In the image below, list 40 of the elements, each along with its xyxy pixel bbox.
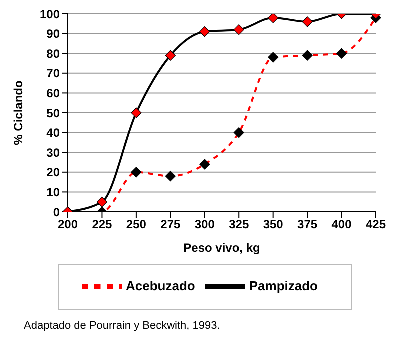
text: Adaptado de Pourrain y Beckwith, 1993. — [24, 320, 220, 332]
y-axis-title: % Ciclando — [11, 80, 26, 146]
x-tick-label: 375 — [298, 218, 318, 232]
point — [336, 48, 348, 59]
x-tick-label: 250 — [126, 218, 147, 232]
y-tick-label: 0 — [53, 205, 60, 220]
x-tick-label: 400 — [332, 218, 352, 232]
point — [302, 50, 313, 61]
y-tick-label: 70 — [46, 66, 60, 81]
point — [268, 52, 279, 63]
y-tick-label: 20 — [46, 166, 60, 180]
y-tick-label: 50 — [46, 106, 60, 120]
x-tick-label: 325 — [229, 218, 250, 232]
legend-label: Pampizado — [249, 278, 318, 294]
x-tick-label: 300 — [194, 218, 216, 232]
point — [165, 171, 176, 182]
x-tick-label: 350 — [263, 218, 284, 232]
point — [96, 196, 108, 208]
point — [268, 14, 279, 24]
y-tick-label: 30 — [46, 146, 60, 160]
point — [200, 159, 210, 170]
y-tick-label: 80 — [46, 46, 60, 61]
legend-label: Acebuzado — [126, 278, 196, 294]
x-tick-label: 225 — [92, 218, 113, 232]
point — [302, 16, 313, 28]
x-axis-title: Peso vivo, kg — [184, 241, 260, 255]
point — [200, 26, 210, 38]
x-tick-label: 200 — [58, 218, 78, 232]
x-tick-label: 275 — [160, 218, 181, 232]
point — [234, 128, 244, 138]
y-tick-label: 10 — [46, 185, 60, 200]
point — [165, 50, 176, 61]
y-tick-label: 60 — [46, 86, 60, 100]
y-tick-label: 100 — [40, 7, 60, 22]
point — [234, 24, 244, 36]
point — [131, 167, 142, 178]
x-tick-label: 425 — [366, 218, 386, 232]
y-tick-label: 90 — [46, 27, 60, 42]
y-tick-label: 40 — [46, 126, 60, 140]
point — [131, 108, 142, 118]
